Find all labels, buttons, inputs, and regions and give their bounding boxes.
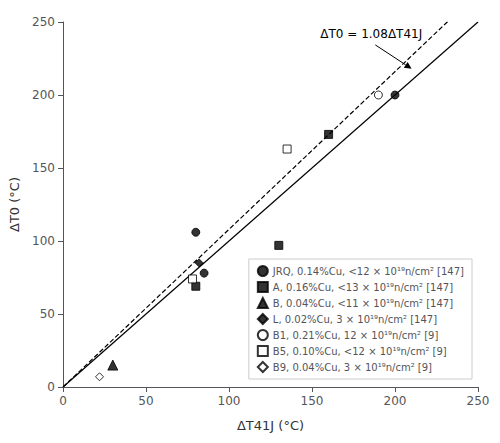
svg-text:B5, 0.10%Cu, <12 × 10¹⁹n/cm² [: B5, 0.10%Cu, <12 × 10¹⁹n/cm² [9] [273,346,447,357]
svg-text:A, 0.16%Cu, <13 × 10¹⁹n/cm² [1: A, 0.16%Cu, <13 × 10¹⁹n/cm² [147] [273,282,453,293]
svg-text:150: 150 [32,161,55,175]
svg-text:ΔT0 (°C): ΔT0 (°C) [7,177,22,232]
svg-text:ΔT41J (°C): ΔT41J (°C) [237,418,304,433]
svg-text:0: 0 [59,394,67,408]
svg-text:250: 250 [467,394,490,408]
svg-text:50: 50 [138,394,153,408]
svg-text:250: 250 [32,15,55,29]
svg-text:150: 150 [301,394,324,408]
svg-text:0: 0 [47,380,55,394]
svg-text:100: 100 [218,394,241,408]
svg-text:200: 200 [32,88,55,102]
svg-text:JRQ, 0.14%Cu, <12 × 10¹⁹n/cm²: JRQ, 0.14%Cu, <12 × 10¹⁹n/cm² [147] [272,266,464,277]
svg-text:ΔT0 = 1.08ΔT41J: ΔT0 = 1.08ΔT41J [320,27,422,41]
svg-text:B1, 0.21%Cu, 12 × 10¹⁹n/cm² [9: B1, 0.21%Cu, 12 × 10¹⁹n/cm² [9] [273,330,439,341]
svg-text:50: 50 [40,307,55,321]
svg-text:200: 200 [384,394,407,408]
svg-text:100: 100 [32,234,55,248]
svg-text:B, 0.04%Cu, <11 × 10¹⁹n/cm² [1: B, 0.04%Cu, <11 × 10¹⁹n/cm² [147] [273,298,453,309]
svg-text:B9, 0.04%Cu, 3 × 10¹⁹n/cm² [9]: B9, 0.04%Cu, 3 × 10¹⁹n/cm² [9] [273,362,432,373]
svg-text:L, 0.02%Cu, 3 × 10¹⁹n/cm² [147: L, 0.02%Cu, 3 × 10¹⁹n/cm² [147] [273,314,437,325]
